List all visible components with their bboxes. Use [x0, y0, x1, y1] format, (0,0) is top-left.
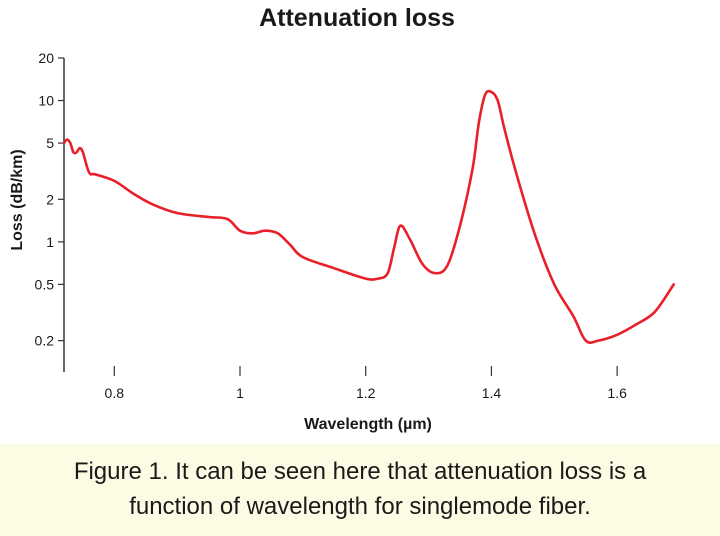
x-axis-ticks: 0.8 1 1.2 1.4 1.6	[105, 366, 627, 401]
attenuation-chart: Attenuation loss Loss (dB/km) Wavelength…	[9, 4, 675, 433]
y-tick-label: 10	[38, 93, 54, 109]
caption-line-2: function of wavelength for singlemode fi…	[129, 493, 591, 520]
series-line-0	[62, 89, 675, 345]
y-tick-label: 1	[46, 234, 54, 250]
y-axis-ticks: 0.2 0.5 1 2 5 10 20	[35, 50, 64, 349]
series-layer	[62, 89, 675, 345]
x-tick-label: 0.8	[105, 385, 125, 401]
y-tick-label: 5	[46, 135, 54, 151]
caption-line-1: Figure 1. It can be seen here that atten…	[73, 458, 647, 485]
y-tick-label: 0.5	[35, 276, 55, 292]
x-tick-label: 1.6	[607, 385, 627, 401]
x-tick-label: 1	[236, 385, 244, 401]
y-tick-label: 20	[38, 50, 54, 66]
x-tick-label: 1.4	[482, 385, 502, 401]
y-tick-label: 2	[46, 191, 54, 207]
x-tick-label: 1.2	[356, 385, 376, 401]
y-axis-title: Loss (dB/km)	[9, 149, 26, 250]
x-axis-title: Wavelength (µm)	[304, 416, 432, 433]
chart-title: Attenuation loss	[259, 4, 455, 32]
y-tick-label: 0.2	[35, 333, 55, 349]
figure-caption: Figure 1. It can be seen here that atten…	[0, 444, 720, 536]
